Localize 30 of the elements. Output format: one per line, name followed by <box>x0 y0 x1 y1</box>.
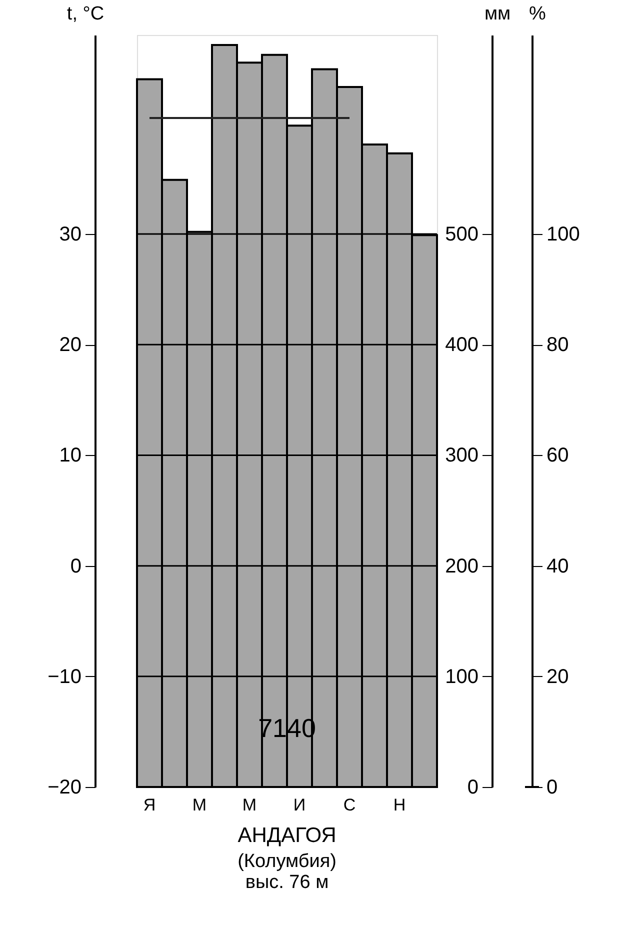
x-tick-label: Я <box>143 796 156 814</box>
y2-tick-label: 400 <box>445 334 478 356</box>
y-tick-label: 10 <box>59 444 82 467</box>
text: выс. 76 м <box>245 872 329 893</box>
y-tick-label: −20 <box>48 776 82 798</box>
y2-axis-title: мм <box>484 4 511 24</box>
text: (Колумбия) <box>238 851 336 872</box>
x-tick-label: И <box>293 796 306 814</box>
y2-tick-label: 500 <box>445 224 478 246</box>
y2-tick-label: 300 <box>445 444 478 467</box>
y-axis-title: t, °C <box>66 4 104 24</box>
y2-tick-label: 200 <box>445 555 478 578</box>
y3-tick-label: 40 <box>546 555 569 578</box>
x-tick-label: М <box>242 796 257 814</box>
y3-tick-label: 80 <box>546 334 569 356</box>
y3-axis-title: % <box>529 4 546 24</box>
y2-tick-label: 0 <box>467 776 478 798</box>
y3-tick-label: 100 <box>546 224 580 246</box>
y3-tick-label: 60 <box>546 444 569 467</box>
y-tick-label: 0 <box>70 555 82 578</box>
x-tick-label: М <box>192 796 207 814</box>
y3-tick-label: 20 <box>546 666 569 688</box>
y-tick-label: 20 <box>59 334 82 356</box>
y-tick-label: −10 <box>48 666 82 688</box>
y3-tick-label: 0 <box>546 776 558 798</box>
y2-tick-label: 100 <box>445 666 478 688</box>
x-tick-label: Н <box>393 796 406 814</box>
x-tick-label: С <box>343 796 356 814</box>
y-tick-label: 30 <box>59 224 82 246</box>
text: АНДАГОЯ <box>238 824 336 847</box>
